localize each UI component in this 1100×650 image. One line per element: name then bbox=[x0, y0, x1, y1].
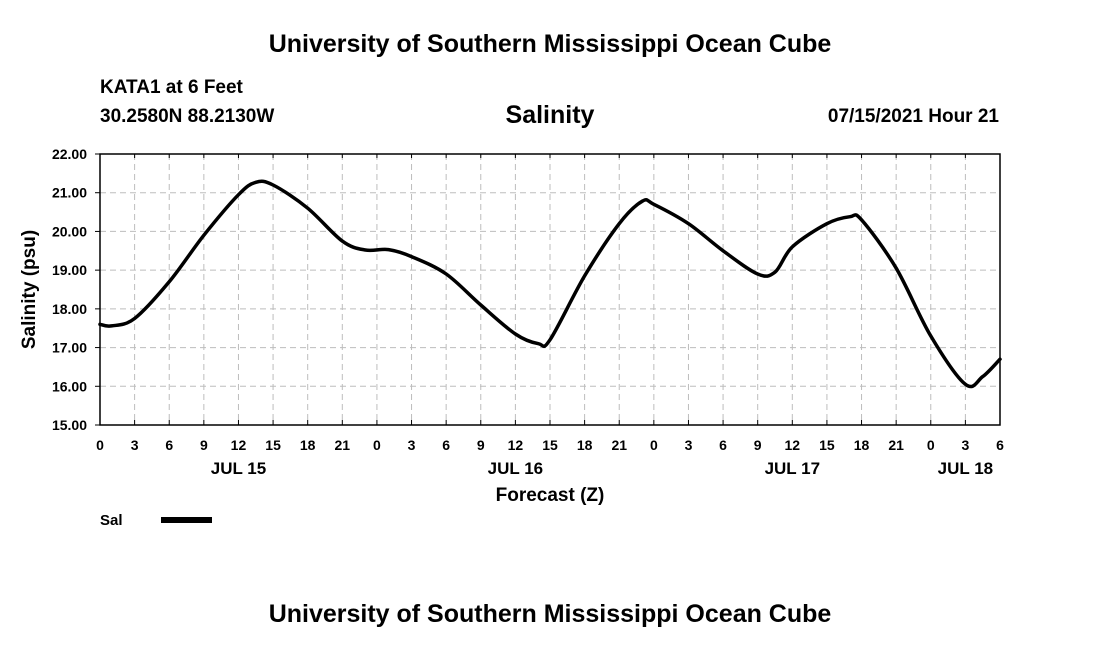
bottom-title: University of Southern Mississippi Ocean… bbox=[268, 600, 832, 628]
x-tick-label: 21 bbox=[888, 437, 904, 453]
y-tick-label: 22.00 bbox=[52, 146, 87, 162]
x-tick-label: 21 bbox=[611, 437, 627, 453]
x-tick-label: 3 bbox=[131, 437, 139, 453]
grid-lines bbox=[100, 154, 1000, 425]
x-tick-label: 6 bbox=[442, 437, 450, 453]
x-tick-label: 0 bbox=[373, 437, 381, 453]
x-tick-label: 6 bbox=[996, 437, 1004, 453]
x-tick-label: 3 bbox=[685, 437, 693, 453]
series-layer bbox=[98, 179, 1002, 389]
top-title: University of Southern Mississippi Ocean… bbox=[268, 30, 832, 58]
x-tick-label: 12 bbox=[231, 437, 247, 453]
x-tick-label: 18 bbox=[577, 437, 593, 453]
series-line-sal bbox=[98, 179, 1002, 389]
y-axis-title: Salinity (psu) bbox=[19, 230, 40, 349]
x-tick-label: 0 bbox=[96, 437, 104, 453]
x-tick-label: 3 bbox=[408, 437, 416, 453]
x-tick-label: 12 bbox=[785, 437, 801, 453]
legend: Sal bbox=[100, 512, 212, 529]
station-label: KATA1 at 6 Feet bbox=[100, 77, 243, 98]
plot-frame bbox=[99, 153, 1001, 426]
x-tick-label: 18 bbox=[854, 437, 870, 453]
date-label: JUL 18 bbox=[938, 459, 993, 478]
x-tick-label: 0 bbox=[927, 437, 935, 453]
x-tick-label: 6 bbox=[165, 437, 173, 453]
x-tick-label: 15 bbox=[542, 437, 558, 453]
axis-labels: 15.00 16.00 17.00 18.00 19.00 20.00 21.00 22.00… bbox=[19, 146, 1004, 506]
x-axis-title: Forecast (Z) bbox=[496, 485, 605, 506]
date-label: JUL 16 bbox=[488, 459, 543, 478]
x-tick-label: 15 bbox=[819, 437, 835, 453]
x-tick-label: 0 bbox=[650, 437, 658, 453]
chart-title: Salinity bbox=[505, 101, 595, 129]
forecast-run-time: 07/15/2021 Hour 21 bbox=[827, 106, 999, 127]
y-tick-label: 21.00 bbox=[52, 185, 87, 201]
y-tick-label: 20.00 bbox=[52, 223, 87, 239]
x-tick-label: 15 bbox=[265, 437, 281, 453]
x-tick-label: 9 bbox=[200, 437, 208, 453]
station-coordinates: 30.2580N 88.2130W bbox=[100, 106, 275, 127]
x-tick-label: 12 bbox=[508, 437, 524, 453]
axes bbox=[95, 153, 1001, 426]
x-tick-label: 9 bbox=[754, 437, 762, 453]
y-tick-label: 19.00 bbox=[52, 262, 87, 278]
x-tick-label: 21 bbox=[335, 437, 351, 453]
x-tick-label: 9 bbox=[477, 437, 485, 453]
x-tick-label: 6 bbox=[719, 437, 727, 453]
y-tick-label: 17.00 bbox=[52, 340, 87, 356]
y-tick-label: 15.00 bbox=[52, 417, 87, 433]
x-tick-label: 18 bbox=[300, 437, 316, 453]
date-label: JUL 17 bbox=[765, 459, 820, 478]
date-label: JUL 15 bbox=[211, 459, 266, 478]
legend-label: Sal bbox=[100, 512, 123, 529]
y-tick-label: 18.00 bbox=[52, 301, 87, 317]
y-tick-label: 16.00 bbox=[52, 378, 87, 394]
x-tick-label: 3 bbox=[961, 437, 969, 453]
